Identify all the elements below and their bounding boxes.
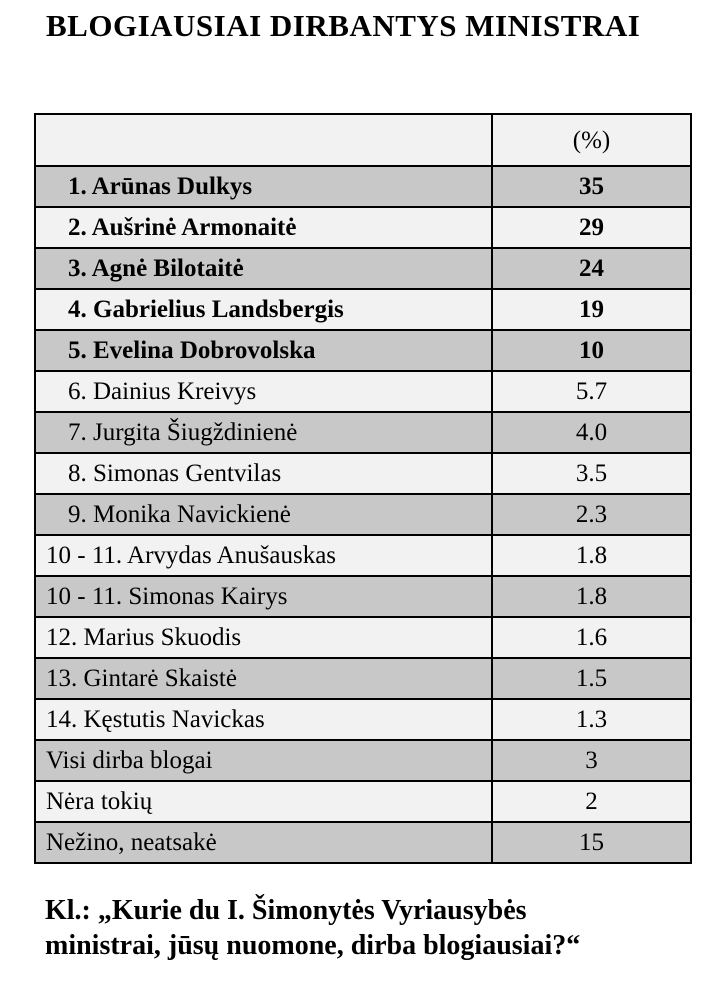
- table-row: Nežino, neatsakė 15: [36, 821, 690, 862]
- minister-name-cell: 13. Gintarė Skaistė: [46, 665, 237, 692]
- table-row: 1. Arūnas Dulkys 35: [36, 165, 690, 206]
- minister-name-cell: 14. Kęstutis Navickas: [46, 706, 265, 733]
- minister-name-cell: 2. Aušrinė Armonaitė: [68, 214, 297, 241]
- table-header-row: (%): [36, 115, 690, 165]
- table-row: 5. Evelina Dobrovolska 10: [36, 329, 690, 370]
- minister-name-cell: 8. Simonas Gentvilas: [68, 460, 282, 487]
- percent-value-cell: 3.5: [491, 454, 690, 493]
- table-row: 9. Monika Navickienė 2.3: [36, 493, 690, 534]
- table-row: 4. Gabrielius Landsbergis 19: [36, 288, 690, 329]
- table-row: 3. Agnė Bilotaitė 24: [36, 247, 690, 288]
- poll-results-table: (%) 1. Arūnas Dulkys 35 2. Aušrinė Armonai…: [34, 113, 692, 864]
- minister-name-cell: 12. Marius Skuodis: [46, 624, 242, 651]
- minister-name-cell: 5. Evelina Dobrovolska: [68, 337, 316, 364]
- table-rows: 1. Arūnas Dulkys 35 2. Aušrinė Armonaitė 29…: [36, 165, 690, 862]
- percent-value-cell: 19: [491, 290, 690, 329]
- survey-question-line2: ministrai, jūsų nuomone, dirba blogiausi…: [45, 930, 581, 961]
- percent-value-cell: 35: [491, 167, 690, 206]
- table-row: 13. Gintarė Skaistė 1.5: [36, 657, 690, 698]
- survey-question: Kl.: „Kurie du I. Šimonytės Vyriausybės …: [45, 893, 685, 963]
- minister-name-cell: 4. Gabrielius Landsbergis: [68, 296, 344, 323]
- percent-value-cell: 3: [491, 741, 690, 780]
- percent-value-cell: 1.8: [491, 577, 690, 616]
- percent-value-cell: 2.3: [491, 495, 690, 534]
- percent-value-cell: 1.3: [491, 700, 690, 739]
- minister-name-cell: Nėra tokių: [46, 788, 153, 815]
- minister-name-cell: 1. Arūnas Dulkys: [68, 173, 253, 200]
- table-row: 10 - 11. Simonas Kairys 1.8: [36, 575, 690, 616]
- percent-value-cell: 1.8: [491, 536, 690, 575]
- minister-name-cell: 10 - 11. Arvydas Anušauskas: [46, 542, 337, 569]
- percent-value-cell: 5.7: [491, 372, 690, 411]
- minister-name-cell: 7. Jurgita Šiugždinienė: [68, 419, 298, 446]
- percent-value-cell: 4.0: [491, 413, 690, 452]
- header-name-cell: [36, 115, 491, 165]
- percent-value-cell: 29: [491, 208, 690, 247]
- percent-value-cell: 15: [491, 823, 690, 862]
- table-row: 7. Jurgita Šiugždinienė 4.0: [36, 411, 690, 452]
- survey-question-line1: Kl.: „Kurie du I. Šimonytės Vyriausybės: [45, 895, 527, 926]
- minister-name-cell: Visi dirba blogai: [46, 747, 213, 774]
- minister-name-cell: 9. Monika Navickienė: [68, 501, 291, 528]
- table-row: 8. Simonas Gentvilas 3.5: [36, 452, 690, 493]
- page-title: BLOGIAUSIAI DIRBANTYS MINISTRAI: [46, 8, 641, 43]
- table-row: 6. Dainius Kreivys 5.7: [36, 370, 690, 411]
- table-row: Visi dirba blogai 3: [36, 739, 690, 780]
- table-row: 12. Marius Skuodis 1.6: [36, 616, 690, 657]
- table-row: Nėra tokių 2: [36, 780, 690, 821]
- table-row: 10 - 11. Arvydas Anušauskas 1.8: [36, 534, 690, 575]
- header-percent-cell: (%): [491, 115, 690, 165]
- percent-value-cell: 24: [491, 249, 690, 288]
- minister-name-cell: Nežino, neatsakė: [46, 829, 217, 856]
- minister-name-cell: 6. Dainius Kreivys: [68, 378, 257, 405]
- minister-name-cell: 10 - 11. Simonas Kairys: [46, 583, 288, 610]
- percent-value-cell: 1.5: [491, 659, 690, 698]
- table-row: 2. Aušrinė Armonaitė 29: [36, 206, 690, 247]
- table-row: 14. Kęstutis Navickas 1.3: [36, 698, 690, 739]
- percent-value-cell: 1.6: [491, 618, 690, 657]
- minister-name-cell: 3. Agnė Bilotaitė: [68, 255, 244, 282]
- percent-value-cell: 10: [491, 331, 690, 370]
- percent-value-cell: 2: [491, 782, 690, 821]
